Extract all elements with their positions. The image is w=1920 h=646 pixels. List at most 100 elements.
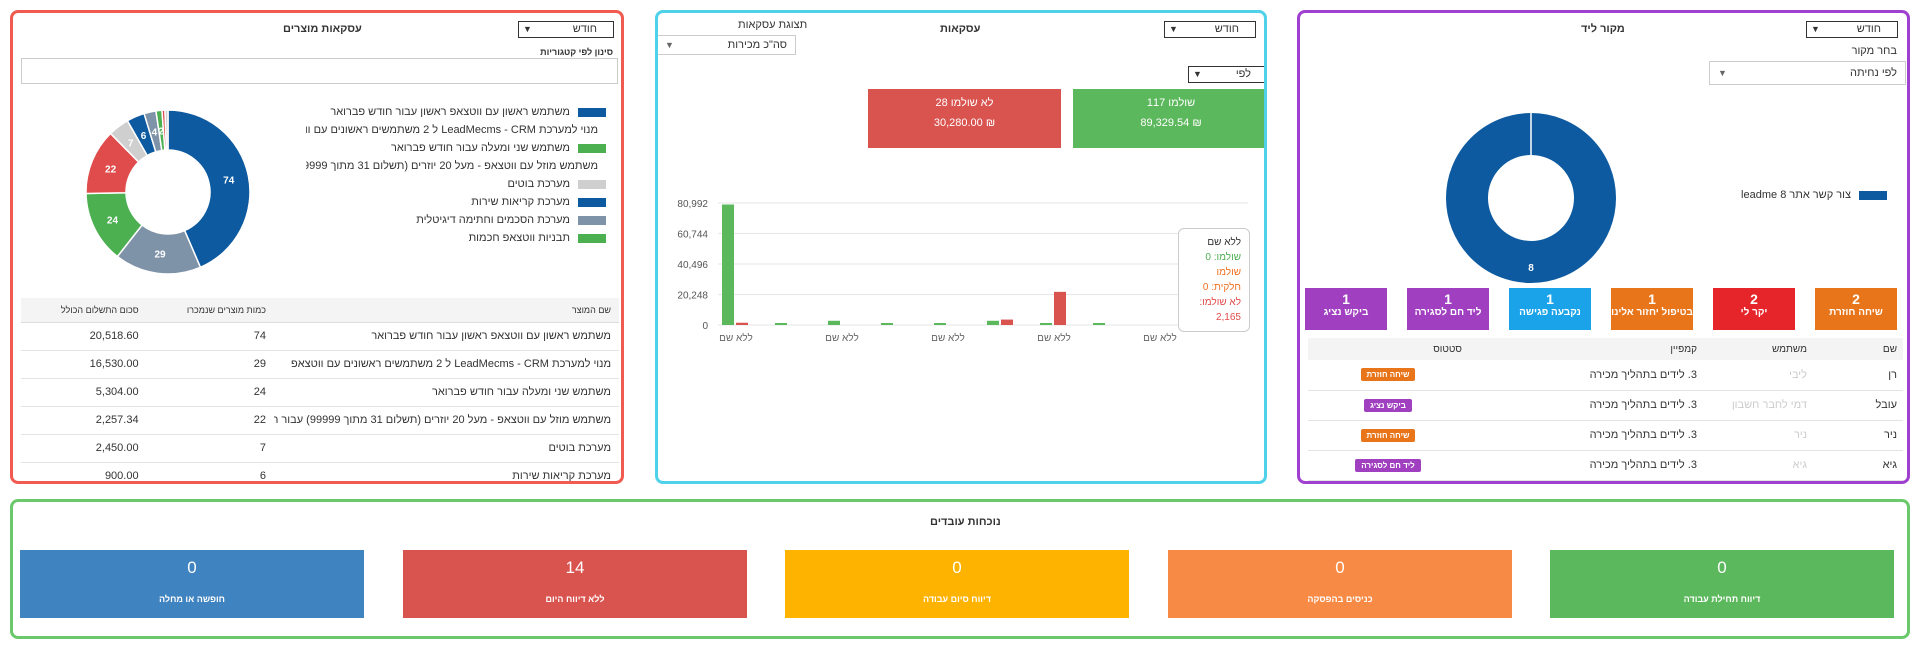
products-legend-item[interactable]: משתמש ראשון עם ווטצאפ ראשון עבור חודש פב… bbox=[330, 105, 606, 119]
lead-user: דמי לחבר חשבון bbox=[1703, 390, 1813, 421]
y-tick-label: 0 bbox=[702, 321, 708, 332]
products-legend-item[interactable]: מערכת הסכמים וחתימה דיגיטלית bbox=[416, 213, 606, 227]
lead-source-select[interactable]: לפי נחיתה ▼ bbox=[1709, 61, 1906, 85]
table-row[interactable]: מערכת קריאות שירות 6 900.00 bbox=[21, 462, 619, 481]
attendance-count: 0 bbox=[952, 558, 962, 577]
products-legend-item[interactable]: מערכת קריאות שירות bbox=[471, 195, 606, 209]
table-header[interactable]: שם bbox=[1813, 338, 1903, 360]
paid-count: 117 שולמו bbox=[1146, 97, 1196, 109]
table-header[interactable]: קמפיין bbox=[1468, 338, 1703, 360]
table-row[interactable]: מערכת בוטים 7 2,450.00 bbox=[21, 434, 619, 463]
lead-status-cell: שיחה חוזרת bbox=[1308, 360, 1468, 391]
status-badge[interactable]: ביקש נציג bbox=[1364, 398, 1412, 412]
bar[interactable] bbox=[934, 323, 946, 325]
y-tick-label: 40,496 bbox=[677, 260, 708, 271]
deals-title: עסקאות bbox=[940, 23, 981, 35]
attendance-card[interactable]: 0 דיווח תחילת עבודה bbox=[1550, 550, 1894, 618]
products-donut-chart: 74 29 24 22 76 4 2 bbox=[85, 109, 251, 275]
table-header[interactable]: סכום התשלום הכולל bbox=[21, 298, 147, 323]
table-header[interactable]: שם המוצר bbox=[274, 298, 619, 323]
deals-group-select[interactable]: לפי משתמשים ▼ bbox=[1188, 66, 1264, 83]
table-row[interactable]: רן ליבי 3. לידים בתהליך מכירה שיחה חוזרת bbox=[1308, 360, 1903, 391]
bar[interactable] bbox=[828, 320, 840, 325]
products-legend-item[interactable]: משתמש שני ומעלה עבור חודש פברואר bbox=[391, 141, 606, 155]
table-row[interactable]: משתמש מוזל עם ווטצאפ - מעל 20 יוזרים (תש… bbox=[21, 406, 619, 435]
x-tick-label: ללא שם bbox=[825, 332, 859, 344]
donut-slice[interactable] bbox=[164, 109, 169, 151]
unpaid-summary-card[interactable]: 28 לא שולמו 30,280.00 ₪ bbox=[868, 89, 1061, 148]
lead-period-select[interactable]: חודש ▼ bbox=[1806, 21, 1898, 38]
bar[interactable] bbox=[1054, 291, 1066, 325]
deals-panel: עסקאות תצוגת עסקאות סה"כ מכירות ▼ חודש ▼… bbox=[655, 10, 1267, 484]
table-cell: 16,530.00 bbox=[21, 350, 147, 379]
table-header[interactable]: משתמש bbox=[1703, 338, 1813, 360]
lead-user: ניר bbox=[1703, 420, 1813, 451]
bar[interactable] bbox=[775, 323, 787, 325]
bar[interactable] bbox=[1001, 319, 1013, 325]
y-tick-label: 20,248 bbox=[677, 291, 708, 302]
lead-status-card[interactable]: 1 בטיפול יחזור אלינו bbox=[1611, 288, 1693, 330]
card-count: 1 bbox=[1342, 291, 1350, 307]
y-tick-label: 80,992 bbox=[677, 199, 708, 210]
bar[interactable] bbox=[722, 204, 734, 325]
table-cell: 74 bbox=[146, 322, 274, 351]
products-legend-item[interactable]: מנוי למערכת LeadMecms - CRM ל 2 משתמשים … bbox=[306, 123, 606, 137]
attendance-count: 0 bbox=[1335, 558, 1345, 577]
donut-slice-label: 7 bbox=[128, 139, 134, 150]
lead-name: עובל bbox=[1813, 390, 1903, 421]
bar[interactable] bbox=[881, 323, 893, 325]
lead-campaign: 3. לידים בתהליך מכירה bbox=[1468, 390, 1703, 421]
lead-status-card[interactable]: 2 יקר לי bbox=[1713, 288, 1795, 330]
paid-summary-card[interactable]: 117 שולמו 89,329.54 ₪ bbox=[1073, 89, 1264, 148]
attendance-card[interactable]: 0 דיווח סיום עבודה bbox=[785, 550, 1129, 618]
bar[interactable] bbox=[1093, 323, 1105, 325]
products-period-select[interactable]: חודש ▼ bbox=[518, 21, 614, 38]
bar[interactable] bbox=[1040, 323, 1052, 325]
table-cell: 7 bbox=[146, 434, 274, 463]
table-header[interactable]: כמות מוצרים שנמכרו bbox=[146, 298, 274, 323]
bar[interactable] bbox=[736, 322, 748, 325]
attendance-card[interactable]: 0 כניסים בהפסקה bbox=[1168, 550, 1512, 618]
chevron-down-icon: ▼ bbox=[1718, 68, 1727, 78]
deals-period-select[interactable]: חודש ▼ bbox=[1164, 21, 1256, 38]
donut-slice[interactable] bbox=[167, 109, 251, 269]
filter-label: סינון לפי קטגוריות bbox=[540, 47, 613, 57]
lead-status-card[interactable]: 1 ליד חם לסגירה bbox=[1407, 288, 1489, 330]
lead-campaign: 3. לידים בתהליך מכירה bbox=[1468, 450, 1703, 481]
attendance-card[interactable]: 0 חופשה או מחלה bbox=[20, 550, 364, 618]
category-filter-input[interactable] bbox=[21, 58, 618, 84]
deals-view-label: תצוגת עסקאות bbox=[738, 19, 808, 31]
products-panel: עסקאות מוצרים חודש ▼ סינון לפי קטגוריות … bbox=[10, 10, 624, 484]
lead-name: ניר bbox=[1813, 420, 1903, 451]
table-row[interactable]: עובל דמי לחבר חשבון 3. לידים בתהליך מכירה ב… bbox=[1308, 390, 1903, 421]
donut-slice-label: 24 bbox=[107, 216, 119, 227]
table-cell: מנוי למערכת LeadMecms - CRM ל 2 משתמשים … bbox=[274, 350, 619, 379]
table-row[interactable]: מנוי למערכת LeadMecms - CRM ל 2 משתמשים … bbox=[21, 350, 619, 379]
legend-swatch bbox=[1859, 190, 1887, 200]
attendance-label: דיווח תחילת עבודה bbox=[1683, 594, 1761, 604]
table-header[interactable]: סטטוס bbox=[1308, 338, 1468, 360]
products-legend-item[interactable]: מערכת בוטים bbox=[507, 177, 606, 191]
table-row[interactable]: משתמש ראשון עם ווטצאפ ראשון עבור חודש פב… bbox=[21, 322, 619, 351]
table-row[interactable]: גיא גיא 3. לידים בתהליך מכירה ליד חם לסגירה bbox=[1308, 450, 1903, 481]
table-row[interactable]: ניר ניר 3. לידים בתהליך מכירה שיחה חוזרת bbox=[1308, 420, 1903, 451]
attendance-card[interactable]: 14 ללא דיווח היום bbox=[403, 550, 747, 618]
deals-view-select[interactable]: סה"כ מכירות ▼ bbox=[658, 35, 796, 55]
status-badge[interactable]: ליד חם לסגירה bbox=[1355, 458, 1421, 472]
lead-status-card[interactable]: 1 נקבעה פגישה bbox=[1509, 288, 1591, 330]
lead-title: מקור ליד bbox=[1581, 23, 1625, 35]
table-cell: 900.00 bbox=[21, 462, 147, 481]
lead-status-card[interactable]: 1 ביקש נציג bbox=[1305, 288, 1387, 330]
lead-period-value: חודש bbox=[1856, 23, 1881, 35]
products-legend-item[interactable]: תבניות ווטצאפ חכמות bbox=[469, 231, 606, 245]
status-badge[interactable]: שיחה חוזרת bbox=[1360, 428, 1416, 442]
bar[interactable] bbox=[987, 320, 999, 325]
status-badge[interactable]: שיחה חוזרת bbox=[1360, 368, 1416, 382]
deals-view-value: סה"כ מכירות bbox=[727, 39, 787, 51]
lead-user: ליבי bbox=[1703, 360, 1813, 391]
lead-status-card[interactable]: 2 שיחה חוזרת bbox=[1815, 288, 1897, 330]
table-cell: 2,257.34 bbox=[21, 406, 147, 435]
table-row[interactable]: משתמש שני ומעלה עבור חודש פברואר 24 5,304.… bbox=[21, 378, 619, 407]
products-legend-item[interactable]: משתמש מוזל עם ווטצאפ - מעל 20 יוזרים (תש… bbox=[306, 159, 606, 173]
attendance-label: ללא דיווח היום bbox=[545, 594, 605, 604]
